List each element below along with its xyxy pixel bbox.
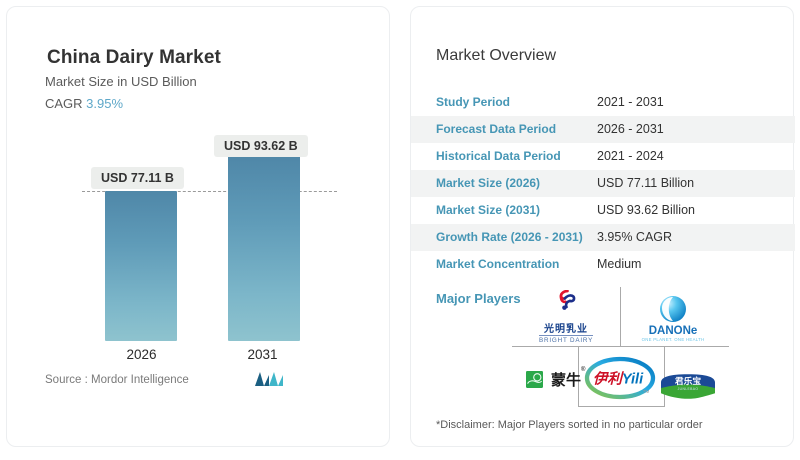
svg-text:君乐宝: 君乐宝 [675,375,701,386]
svg-text:TM: TM [643,389,650,394]
svg-text:JUNLEBAO: JUNLEBAO [678,387,699,391]
svg-text:伊利Yili: 伊利Yili [593,371,644,388]
